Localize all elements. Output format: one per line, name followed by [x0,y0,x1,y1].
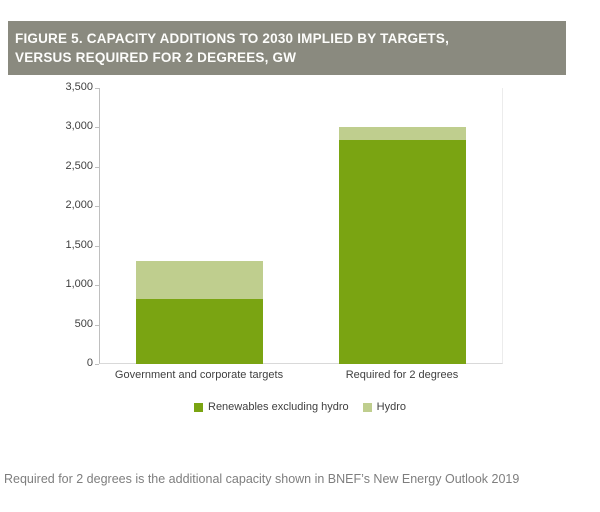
plot-area [99,88,503,364]
y-axis-tick-mark [95,88,99,89]
y-axis-tick-mark [95,285,99,287]
x-axis-category-label: Government and corporate targets [114,369,284,381]
x-axis-category-label: Required for 2 degrees [345,369,459,381]
y-axis-tick-label: 500 [74,317,93,330]
bar-segment-renewables-excluding-hydro [135,299,263,364]
y-axis-tick-mark [95,206,99,208]
legend-swatch [194,402,203,412]
figure-title-line-1: FIGURE 5. CAPACITY ADDITIONS TO 2030 IMP… [15,31,450,46]
y-axis-tick-label: 2,500 [65,159,93,172]
bar-segment-hydro [135,260,263,300]
y-axis-tick-label: 2,000 [65,199,93,212]
figure-title-banner: FIGURE 5. CAPACITY ADDITIONS TO 2030 IMP… [8,21,566,75]
y-axis-tick-mark [95,127,99,129]
y-axis-tick-mark [95,364,99,365]
y-axis-tick-mark [95,324,99,326]
figure-title-line-2: VERSUS REQUIRED FOR 2 DEGREES, GW [15,50,297,65]
y-axis-tick-label: 1,500 [65,238,93,251]
y-axis-tick-label: 0 [86,357,93,369]
footnote-line-1: Required for 2 degrees is the additional… [4,472,520,486]
y-axis-tick-label: 1,000 [65,278,93,291]
legend-item: Hydro [362,401,406,413]
y-axis-tick-label: 3,500 [65,81,93,93]
y-axis-tick-mark [95,245,99,247]
legend: Renewables excluding hydro Hydro [0,401,600,413]
y-axis-tick-mark [95,166,99,168]
legend-label: Renewables excluding hydro [208,401,349,413]
legend-item: Renewables excluding hydro [194,401,349,413]
legend-label: Hydro [376,401,406,413]
y-axis-tick-label: 3,000 [65,120,93,133]
bar-segment-renewables-excluding-hydro [338,140,466,364]
legend-swatch [362,402,372,412]
footnote: Required for 2 degrees is the additional… [4,429,519,512]
bar-segment-hydro [338,127,466,141]
